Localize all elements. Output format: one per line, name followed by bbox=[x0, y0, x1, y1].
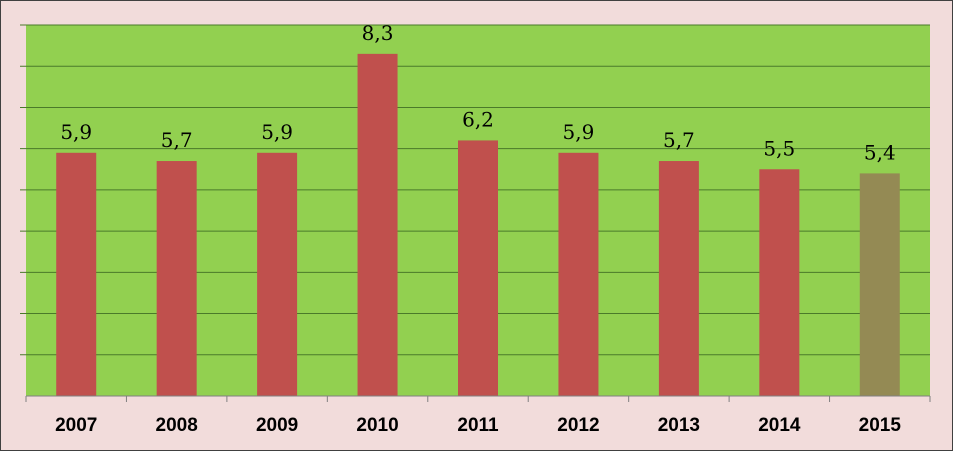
data-label-2015: 5,4 bbox=[864, 140, 896, 164]
data-label-2011: 6,2 bbox=[462, 107, 494, 131]
data-label-2009: 5,9 bbox=[261, 120, 293, 144]
x-tick-label-2008: 2008 bbox=[156, 415, 198, 436]
x-tick-label-2012: 2012 bbox=[557, 415, 599, 436]
x-tick-label-2013: 2013 bbox=[658, 415, 700, 436]
data-label-2007: 5,9 bbox=[60, 120, 92, 144]
data-label-2013: 5,7 bbox=[663, 128, 695, 152]
data-label-2012: 5,9 bbox=[563, 120, 595, 144]
data-label-2008: 5,7 bbox=[161, 128, 193, 152]
bar-2007 bbox=[56, 152, 97, 396]
x-tick-label-2015: 2015 bbox=[859, 415, 902, 436]
bar-2008 bbox=[156, 161, 197, 396]
x-tick-label-2010: 2010 bbox=[356, 415, 398, 436]
data-label-2010: 8,3 bbox=[362, 21, 394, 45]
bar-2013 bbox=[658, 161, 699, 396]
bar-2010 bbox=[357, 53, 398, 396]
data-label-2014: 5,5 bbox=[763, 136, 795, 160]
x-tick-label-2011: 2011 bbox=[457, 415, 499, 436]
bar-2015 bbox=[859, 173, 900, 396]
data-labels: 5,9 5,7 5,9 8,3 6,2 5,9 5,7 5,5 5,4 bbox=[60, 21, 895, 165]
x-tick-label-2007: 2007 bbox=[55, 415, 97, 436]
x-axis: 2007 2008 2009 2010 2011 2012 2013 2014 2015 bbox=[25, 395, 931, 436]
bars bbox=[56, 53, 900, 396]
bar-2014 bbox=[759, 169, 800, 396]
bar-2012 bbox=[558, 152, 599, 396]
x-tick-label-2014: 2014 bbox=[758, 415, 801, 436]
x-tick-label-2009: 2009 bbox=[256, 415, 298, 436]
bar-2011 bbox=[458, 140, 498, 396]
bar-2009 bbox=[257, 152, 298, 396]
